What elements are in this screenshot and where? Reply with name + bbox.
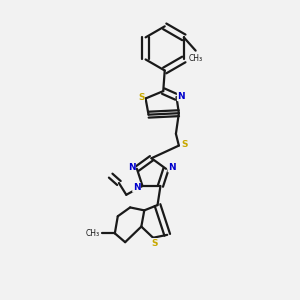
Text: N: N [128,163,135,172]
Text: S: S [138,93,144,102]
Text: N: N [168,163,176,172]
Text: N: N [133,183,140,192]
Text: N: N [177,92,185,100]
Text: S: S [151,238,158,247]
Text: CH₃: CH₃ [86,229,100,238]
Text: CH₃: CH₃ [189,55,203,64]
Text: S: S [181,140,188,148]
